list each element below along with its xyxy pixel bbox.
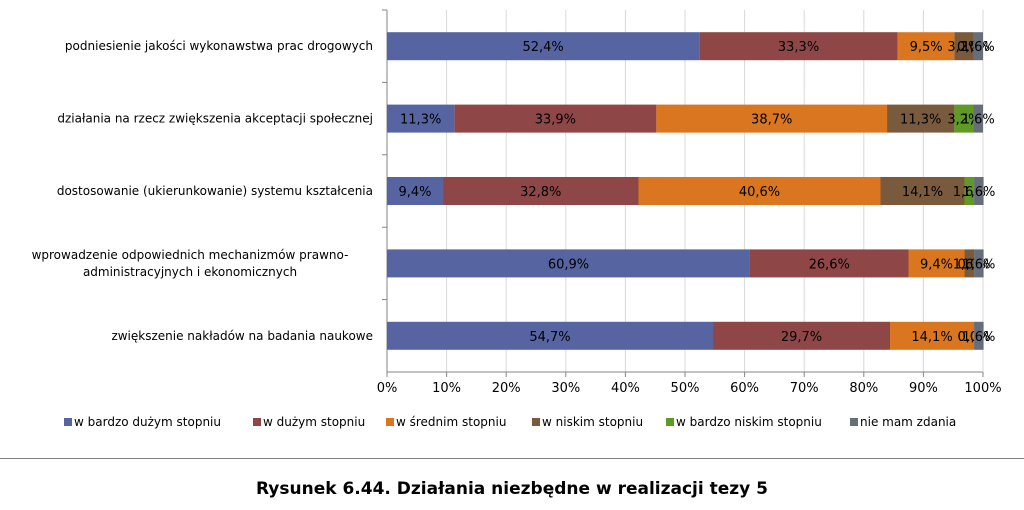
data-label: 38,7% <box>751 113 792 128</box>
category-label: administracyjnych i ekonomicznych <box>83 265 297 279</box>
bar-segment <box>387 249 750 278</box>
legend-label: w średnim stopniu <box>396 415 506 429</box>
bar-segment <box>964 249 975 278</box>
x-tick-label: 30% <box>551 381 580 396</box>
x-tick-label: 100% <box>964 381 1001 396</box>
data-label: 33,9% <box>535 113 576 128</box>
bar-segment <box>443 177 639 205</box>
bar-segment <box>908 249 965 278</box>
bar-segment <box>387 321 714 350</box>
bar-segment <box>656 104 888 133</box>
bar-segment <box>964 177 975 205</box>
data-label: 32,8% <box>520 185 561 200</box>
x-tick-label: 60% <box>730 381 759 396</box>
legend-label: w bardzo niskim stopniu <box>676 415 822 429</box>
data-label: 14,1% <box>902 185 943 200</box>
legend-swatch <box>64 418 72 426</box>
category-label: zwiększenie nakładów na badania naukowe <box>111 329 373 343</box>
bar-segment <box>954 104 974 133</box>
x-tick-label: 90% <box>909 381 938 396</box>
data-label: 11,3% <box>900 113 941 128</box>
bar-segment <box>387 32 700 61</box>
data-label: 52,4% <box>522 40 563 55</box>
data-label: 11,3% <box>400 113 441 128</box>
bar-segment <box>880 177 965 205</box>
legend-label: w bardzo dużym stopniu <box>74 415 221 429</box>
bar-segment <box>974 249 984 278</box>
bar-segment <box>974 177 984 205</box>
bar-segment <box>749 249 909 278</box>
bar-segment <box>890 321 975 350</box>
data-label: 54,7% <box>529 330 570 345</box>
bar-segment <box>974 321 984 350</box>
data-label: 9,5% <box>910 40 943 55</box>
data-label: 14,1% <box>911 330 952 345</box>
data-label: 26,6% <box>809 257 850 272</box>
stacked-bar-chart: 0% 10% 20% 30% 40% 50% 60% 70% 80% 90% 100% podnies… <box>32 9 1002 429</box>
legend-swatch <box>253 418 261 426</box>
data-label: 60,9% <box>548 257 589 272</box>
legend-label: nie mam zdania <box>860 415 956 429</box>
legend-swatch <box>386 418 394 426</box>
category-label: dostosowanie (ukierunkowanie) systemu ks… <box>57 184 373 198</box>
x-tick-label: 0% <box>377 381 398 396</box>
category-label: działania na rzecz zwiększenia akceptacj… <box>57 112 373 126</box>
category-label: wprowadzenie odpowiednich mechanizmów pr… <box>32 248 349 262</box>
data-label: 40,6% <box>739 185 780 200</box>
x-tick-label: 40% <box>611 381 640 396</box>
bar-segment <box>973 104 983 133</box>
legend-swatch <box>532 418 540 426</box>
data-label: 9,4% <box>398 185 431 200</box>
bar-segment <box>954 32 974 61</box>
x-tick-label: 50% <box>671 381 700 396</box>
bar-segment <box>638 177 881 205</box>
data-label: 1,6% <box>962 185 995 200</box>
caption-divider <box>0 458 1024 459</box>
data-label: 1,6% <box>962 257 995 272</box>
legend-swatch <box>850 418 858 426</box>
legend-swatch <box>666 418 674 426</box>
legend-label: w niskim stopniu <box>542 415 643 429</box>
bar-segment <box>897 32 955 61</box>
x-tick-label: 10% <box>432 381 461 396</box>
bar-segment <box>713 321 891 350</box>
bar-segment <box>454 104 657 133</box>
data-label: 3,2% <box>947 113 980 128</box>
x-tick-label: 70% <box>790 381 819 396</box>
data-label: 33,3% <box>778 40 819 55</box>
data-label: 1,6% <box>962 113 995 128</box>
x-tick-label: 80% <box>849 381 878 396</box>
figure-caption: Rysunek 6.44. Działania niezbędne w real… <box>255 479 769 499</box>
x-tick-label: 20% <box>492 381 521 396</box>
legend-label: w dużym stopniu <box>263 415 365 429</box>
data-label: 9,4% <box>920 257 953 272</box>
bar-segment <box>973 32 983 61</box>
data-label: 29,7% <box>781 330 822 345</box>
data-label: 1,6% <box>962 330 995 345</box>
bar-segment <box>387 104 455 133</box>
bar-segment <box>699 32 898 61</box>
data-label: 1,6% <box>962 40 995 55</box>
data-label: 3,2% <box>947 40 980 55</box>
category-label: podniesienie jakości wykonawstwa prac dr… <box>65 39 373 53</box>
bar-segment <box>387 177 444 205</box>
bar-segment <box>887 104 955 133</box>
